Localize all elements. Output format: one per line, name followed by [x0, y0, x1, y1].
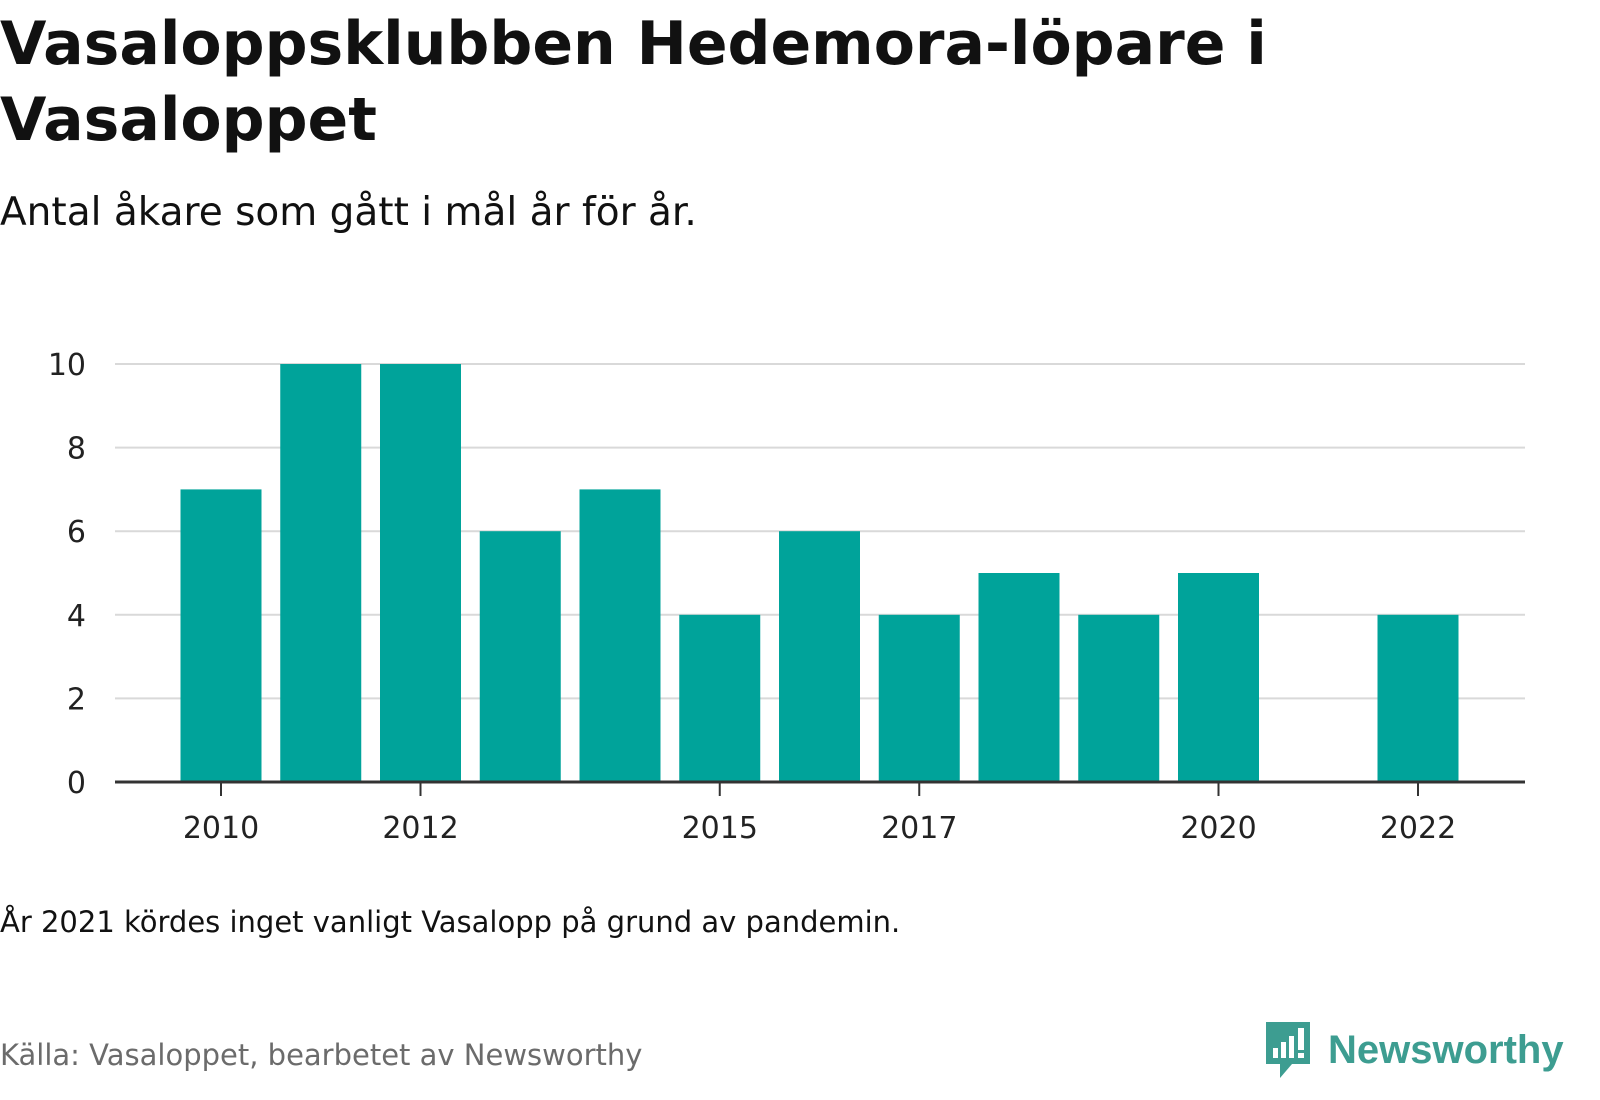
x-tick-label: 2010 [183, 811, 259, 846]
y-axis-ticks: 0 2 4 6 8 10 [48, 348, 86, 801]
x-tick-label: 2017 [881, 811, 957, 846]
x-tick-label: 2012 [382, 811, 458, 846]
bar[interactable] [878, 614, 960, 782]
x-tick-label: 2015 [682, 811, 758, 846]
x-tick-label: 2022 [1380, 811, 1456, 846]
y-tick-label: 6 [67, 515, 86, 550]
bar[interactable] [779, 531, 860, 782]
bar[interactable] [479, 531, 561, 782]
bar[interactable] [280, 364, 362, 782]
source-credit: Källa: Vasaloppet, bearbetet av Newswort… [0, 1038, 643, 1072]
chart-note: År 2021 kördes inget vanligt Vasalopp på… [0, 905, 901, 939]
x-tick-label: 2020 [1180, 811, 1256, 846]
chart-title: Vasaloppsklubben Hedemora-löpare i Vasal… [0, 9, 1267, 155]
bar[interactable] [1178, 573, 1259, 782]
newsworthy-logo-text: Newsworthy [1328, 1027, 1564, 1072]
bar[interactable] [380, 364, 461, 782]
bar[interactable] [180, 489, 262, 782]
bar[interactable] [579, 489, 661, 782]
y-tick-label: 2 [67, 682, 86, 717]
newsworthy-logo-icon [1266, 1022, 1310, 1078]
y-tick-label: 4 [67, 599, 86, 634]
y-tick-label: 10 [48, 348, 86, 383]
bars [180, 364, 1459, 782]
bar[interactable] [679, 614, 761, 782]
y-tick-label: 0 [67, 766, 86, 801]
bar[interactable] [1377, 614, 1459, 782]
bar[interactable] [1078, 614, 1160, 782]
bar[interactable] [978, 573, 1060, 782]
y-tick-label: 8 [67, 432, 86, 467]
x-axis-ticks: 2010 2012 2015 2017 2020 2022 [183, 782, 1456, 846]
chart-subtitle: Antal åkare som gått i mål år för år. [0, 190, 697, 235]
newsworthy-logo[interactable]: Newsworthy [1264, 1020, 1564, 1080]
